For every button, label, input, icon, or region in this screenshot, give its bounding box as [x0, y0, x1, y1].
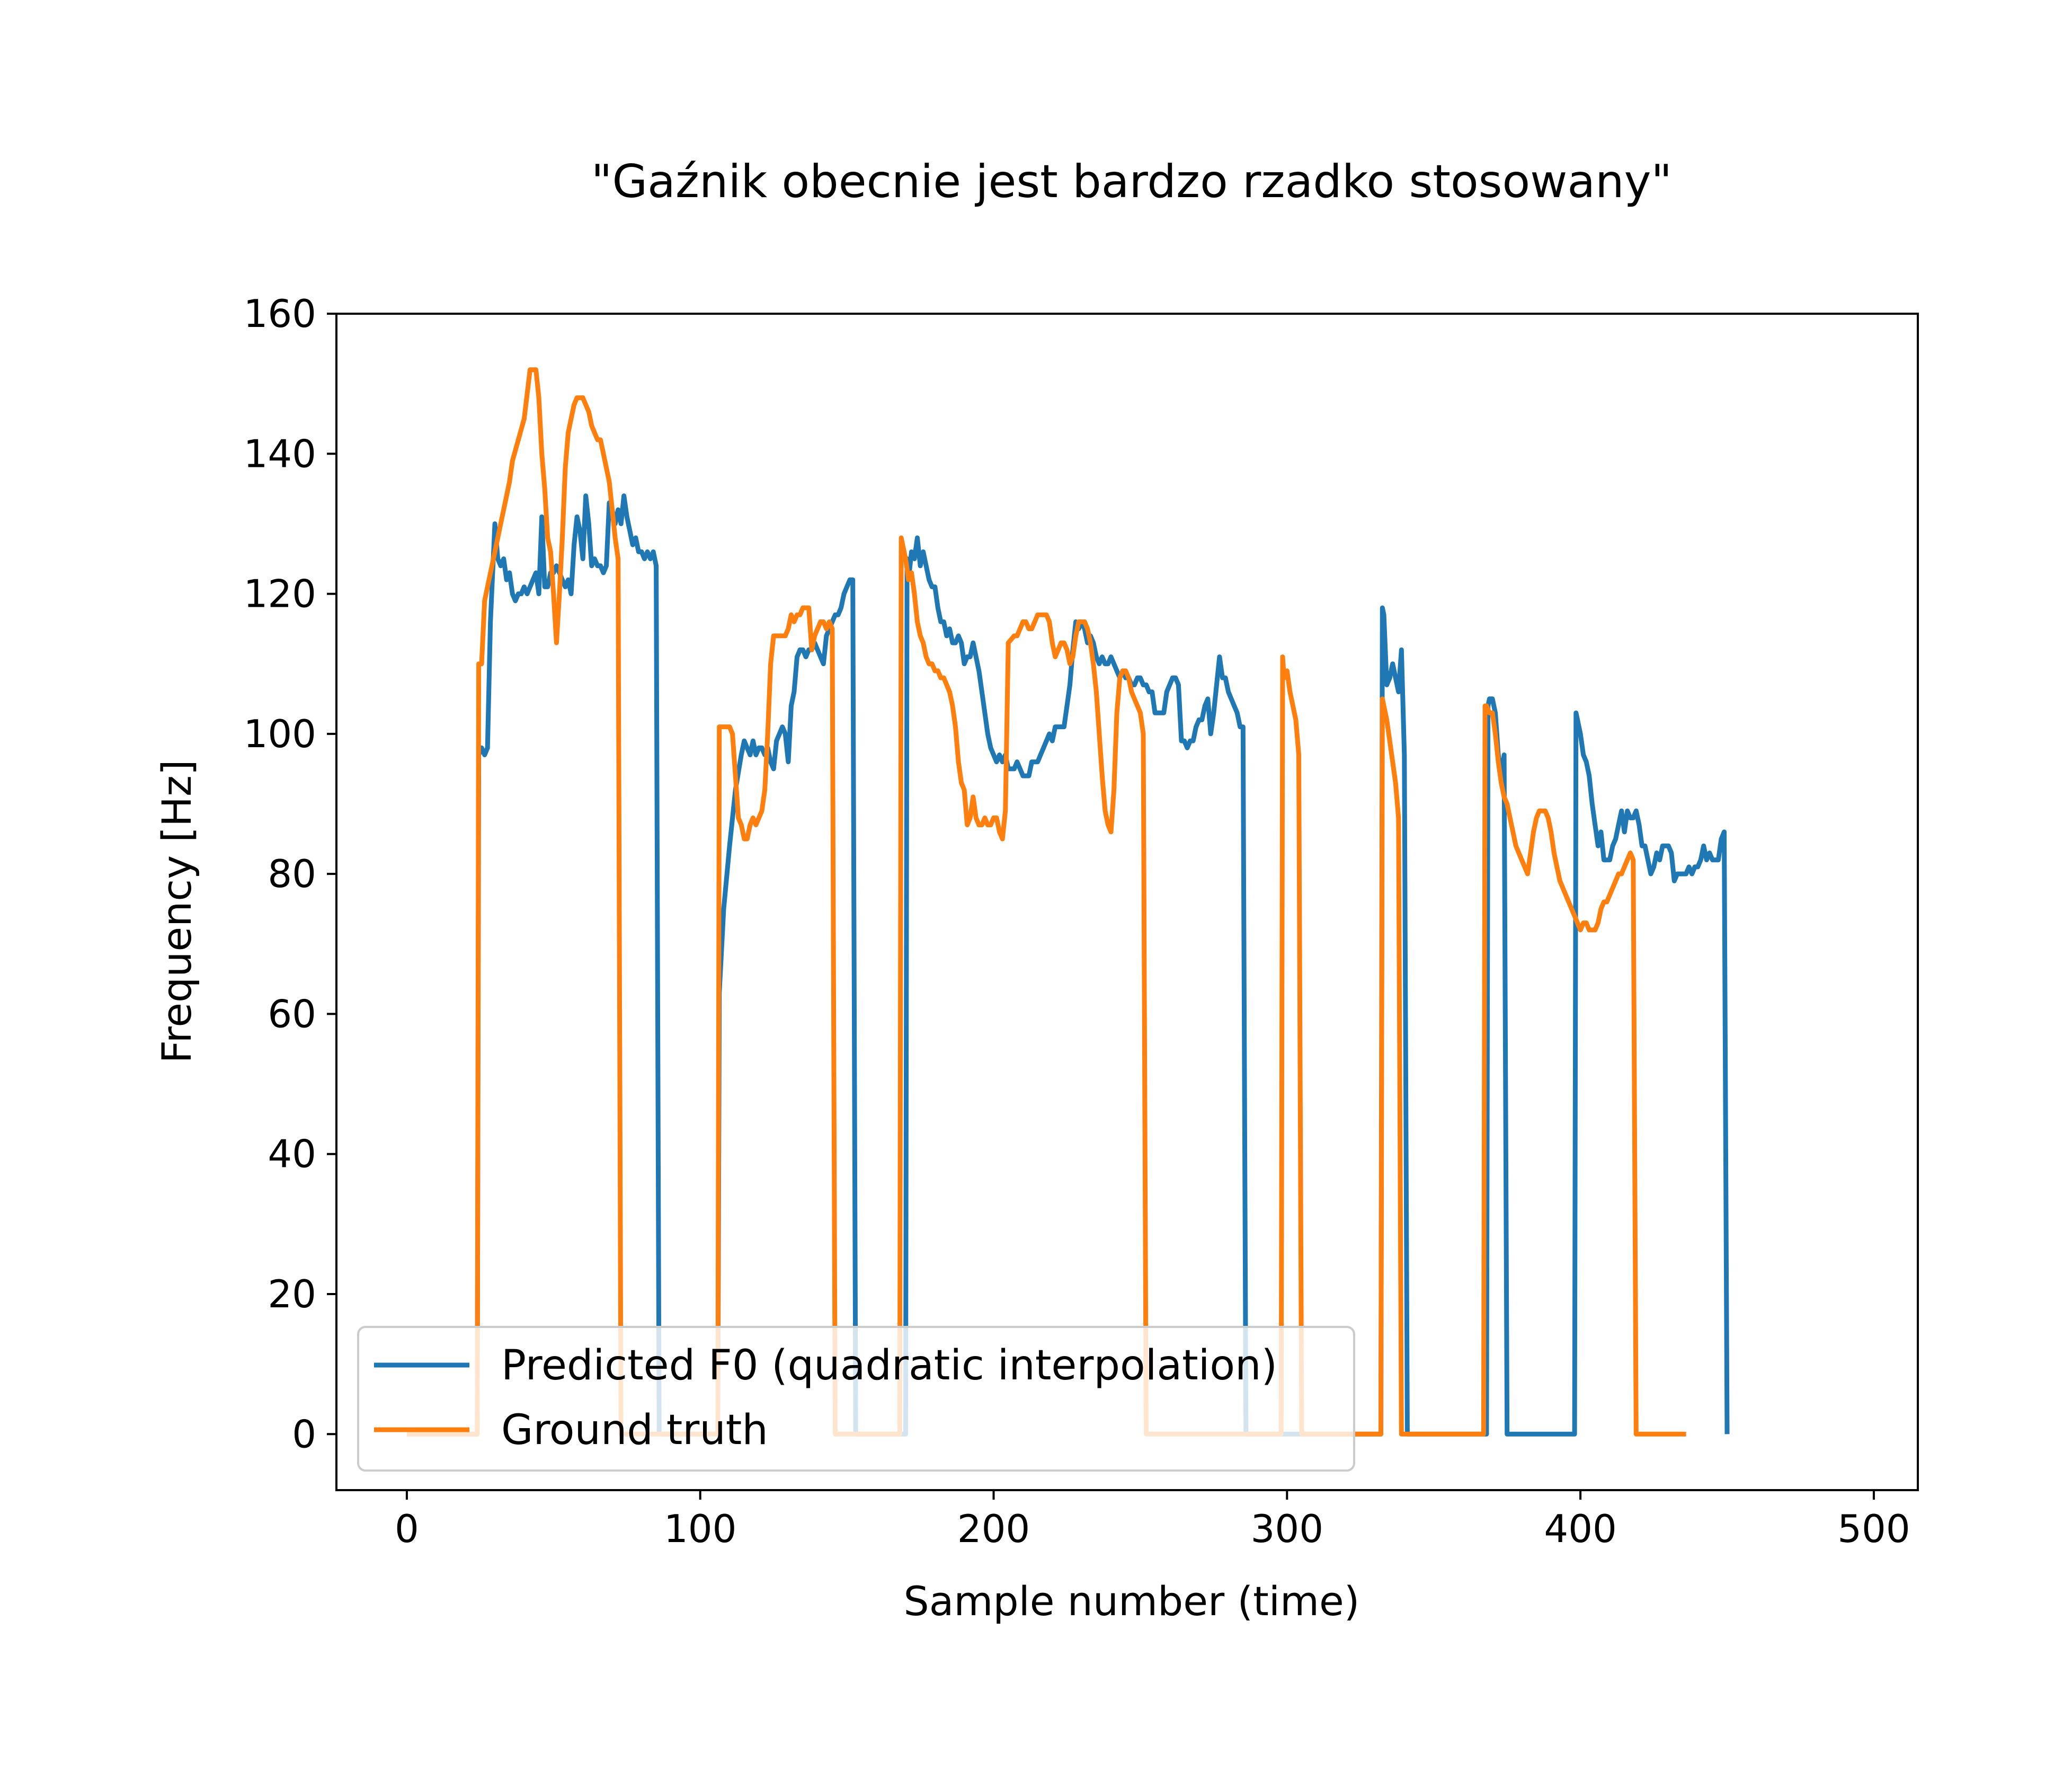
- plot-area: 0 100 200 300 400 500 0 20 40 60 80 100 120 140 160: [244, 291, 1919, 1551]
- y-tick-label: 160: [244, 291, 316, 336]
- y-tick-label: 100: [244, 712, 316, 756]
- legend-frame: [357, 1326, 1355, 1472]
- y-tick-label: 20: [268, 1272, 316, 1316]
- x-tick-label: 100: [664, 1507, 736, 1551]
- series-line-predicted-f0: [406, 493, 1730, 1437]
- plot-frame: [335, 313, 1919, 1491]
- legend-label: Ground truth: [501, 1406, 768, 1454]
- x-tick-label: 500: [1837, 1507, 1910, 1551]
- x-tick-label: 0: [395, 1507, 419, 1551]
- y-tick-label: 120: [244, 572, 316, 616]
- x-tick-label: 200: [957, 1507, 1030, 1551]
- legend: Predicted F0 (quadratic interpolation) Gr…: [357, 1326, 1355, 1472]
- x-tick-label: 400: [1544, 1507, 1616, 1551]
- chart-title: "Gaźnik obecnie jest bardzo rzadko stoso…: [591, 155, 1672, 208]
- series-line-ground-truth: [406, 367, 1686, 1437]
- y-tick-label: 40: [268, 1132, 316, 1176]
- x-axis-label: Sample number (time): [904, 1578, 1360, 1625]
- y-tick-label: 0: [292, 1412, 316, 1456]
- x-tick-label: 300: [1251, 1507, 1323, 1551]
- y-tick-label: 60: [268, 991, 316, 1036]
- y-tick-label: 140: [244, 431, 316, 476]
- y-tick-label: 80: [268, 852, 316, 896]
- plot-background: [336, 314, 1918, 1490]
- y-axis-label: Frequency [Hz]: [153, 759, 200, 1063]
- legend-label: Predicted F0 (quadratic interpolation): [501, 1342, 1277, 1389]
